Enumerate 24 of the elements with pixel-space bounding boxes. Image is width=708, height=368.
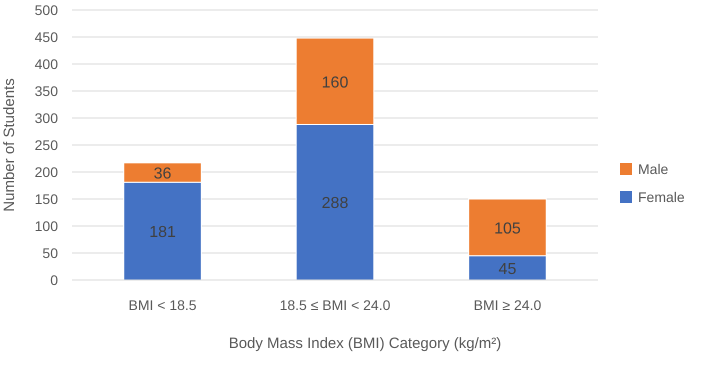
y-tick-label: 50 [42, 245, 58, 261]
y-tick-label: 350 [34, 83, 58, 99]
legend-label: Female [638, 189, 685, 205]
x-axis-title: Body Mass Index (BMI) Category (kg/m²) [228, 335, 502, 352]
data-label: 288 [322, 195, 348, 212]
y-tick-label: 0 [50, 272, 58, 288]
legend-label: Male [638, 161, 669, 177]
x-tick-label: BMI < 18.5 [128, 297, 197, 313]
y-tick-label: 200 [34, 164, 58, 180]
y-tick-label: 100 [34, 218, 58, 234]
data-label: 181 [149, 224, 176, 242]
data-label: 160 [322, 74, 348, 92]
x-tick-label: BMI ≥ 24.0 [474, 297, 542, 313]
data-label: 105 [494, 220, 521, 238]
data-label: 45 [498, 260, 516, 278]
x-tick-label: 18.5 ≤ BMI < 24.0 [280, 297, 391, 313]
data-label: 36 [154, 166, 172, 183]
y-axis-title: Number of Students [1, 78, 18, 212]
y-tick-label: 300 [34, 110, 58, 126]
y-tick-label: 500 [34, 2, 58, 18]
y-tick-label: 450 [34, 29, 58, 45]
y-tick-label: 400 [34, 56, 58, 72]
y-tick-label: 250 [34, 137, 58, 153]
y-tick-label: 150 [34, 191, 58, 207]
